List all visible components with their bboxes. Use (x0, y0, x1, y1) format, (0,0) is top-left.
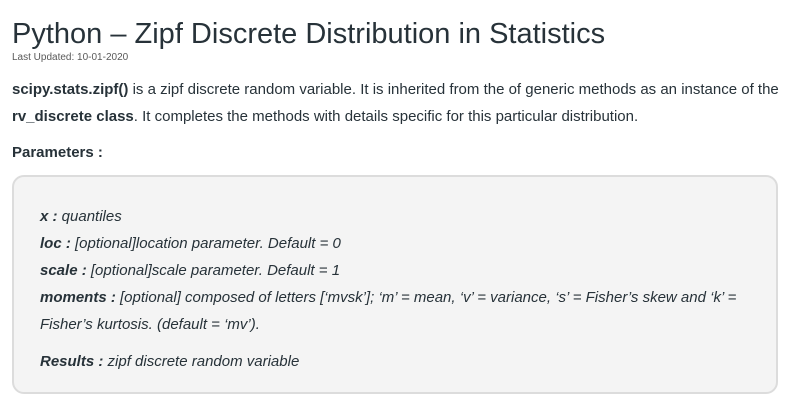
parameter-name: loc : (40, 235, 71, 252)
parameter-desc: [optional]scale parameter. Default = 1 (86, 262, 341, 279)
parameter-desc: [optional]location parameter. Default = … (70, 235, 341, 252)
intro-text-part2: . It completes the methods with details … (133, 108, 639, 125)
parameter-loc: loc : [optional]location parameter. Defa… (40, 230, 752, 257)
results-name: Results : (40, 353, 104, 370)
intro-paragraph: scipy.stats.zipf() is a zipf discrete ra… (12, 76, 792, 130)
results-line: Results : zipf discrete random variable (40, 348, 752, 375)
page-title: Python – Zipf Discrete Distribution in S… (12, 18, 606, 50)
parameter-desc: [optional] composed of letters [‘mvsk’];… (40, 289, 737, 333)
parameter-x: x : quantiles (40, 203, 752, 230)
class-name: rv_discrete class (12, 108, 134, 125)
function-name: scipy.stats.zipf() (12, 81, 129, 98)
parameter-moments: moments : [optional] composed of letters… (40, 284, 752, 338)
intro-text-part1: is a zipf discrete random variable. It i… (128, 81, 779, 98)
parameter-name: moments : (40, 289, 116, 306)
last-updated-date: Last Updated: 10-01-2020 (12, 52, 129, 63)
parameter-desc: quantiles (57, 208, 122, 225)
parameters-heading: Parameters : (12, 144, 103, 161)
results-desc: zipf discrete random variable (103, 353, 300, 370)
parameters-box: x : quantiles loc : [optional]location p… (12, 175, 778, 394)
parameter-name: scale : (40, 262, 87, 279)
parameter-scale: scale : [optional]scale parameter. Defau… (40, 257, 752, 284)
parameter-name: x : (40, 208, 58, 225)
